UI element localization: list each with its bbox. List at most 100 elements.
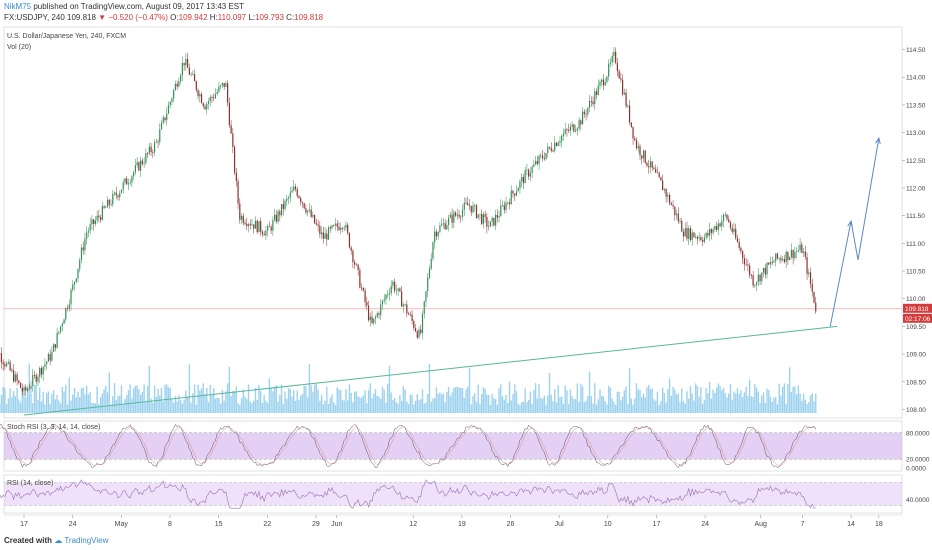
volume-bar xyxy=(138,389,140,413)
volume-bar xyxy=(186,396,189,413)
candle-body xyxy=(242,215,244,223)
volume-bar xyxy=(52,390,55,413)
volume-bar xyxy=(148,366,151,413)
candle-body xyxy=(479,214,481,215)
candle-body xyxy=(112,193,114,205)
volume-bar xyxy=(72,394,74,413)
volume-bar xyxy=(273,386,276,413)
candle-body xyxy=(79,260,81,269)
candle-body xyxy=(463,202,465,210)
volume-bar xyxy=(550,394,552,413)
candle-body xyxy=(68,304,70,309)
x-tick-label: Jul xyxy=(555,521,564,528)
volume-bar xyxy=(759,402,761,413)
tradingview-cloud-icon: ☁ xyxy=(54,536,63,545)
volume-bar xyxy=(573,399,575,413)
volume-bar xyxy=(625,386,627,413)
volume-bar xyxy=(628,368,631,413)
volume-bar xyxy=(4,387,6,413)
candle-body xyxy=(622,79,624,95)
volume-bar xyxy=(804,399,807,413)
volume-bar xyxy=(740,390,742,413)
volume-bar xyxy=(729,384,732,413)
volume-bar xyxy=(162,401,164,413)
candle-body xyxy=(521,177,523,182)
footer: Created with ☁ TradingView xyxy=(4,536,108,545)
volume-bar xyxy=(446,391,448,413)
forecast-path xyxy=(829,138,880,327)
volume-bar xyxy=(468,368,471,413)
volume-bar xyxy=(329,397,331,413)
volume-bar xyxy=(313,384,316,413)
candle-body xyxy=(11,370,13,371)
volume-bar xyxy=(522,401,525,413)
volume-bar xyxy=(564,385,566,413)
candle-body xyxy=(280,203,283,216)
candle-body xyxy=(73,281,76,285)
volume-bar xyxy=(486,394,488,413)
candle-body xyxy=(663,189,665,191)
volume-bar xyxy=(611,398,613,413)
candle-body xyxy=(757,274,759,283)
volume-bar xyxy=(439,392,441,413)
volume-bar xyxy=(660,400,662,413)
candle-body xyxy=(597,85,599,96)
volume-bar xyxy=(688,398,690,413)
volume-bar xyxy=(373,393,375,413)
candle-body xyxy=(449,214,451,218)
candle-body xyxy=(211,96,213,98)
candle-body xyxy=(35,375,37,382)
candle-body xyxy=(341,228,344,229)
volume-bar xyxy=(731,399,733,413)
candle-body xyxy=(404,304,406,306)
candle-body xyxy=(159,129,161,143)
candle-body xyxy=(423,301,425,314)
volume-bar xyxy=(754,384,756,413)
volume-bar xyxy=(221,389,224,413)
volume-bar xyxy=(649,389,652,413)
candle-body xyxy=(28,388,30,390)
candle-body xyxy=(233,146,236,173)
volume-bar xyxy=(146,385,149,413)
volume-bar xyxy=(174,396,177,413)
candle-body xyxy=(503,205,505,211)
y-tick-label: 108.00 xyxy=(906,407,926,414)
candle-body xyxy=(16,374,18,381)
candle-body xyxy=(618,71,620,79)
volume-bar xyxy=(345,389,347,413)
volume-bar xyxy=(531,404,533,413)
volume-bar xyxy=(534,383,537,413)
volume-bar xyxy=(783,383,786,413)
volume-bar xyxy=(717,383,720,413)
candle-body xyxy=(119,192,121,198)
candle-body xyxy=(460,216,462,218)
candle-body xyxy=(185,58,187,66)
volume-bar xyxy=(374,389,377,413)
volume-bar xyxy=(432,398,434,413)
candle-body xyxy=(456,214,458,216)
candle-body xyxy=(500,205,502,217)
candle-body xyxy=(120,189,123,193)
candle-body xyxy=(388,293,391,295)
volume-bar xyxy=(507,403,509,413)
candle-body xyxy=(225,83,227,87)
author-link[interactable]: NikM75 xyxy=(4,2,32,11)
volume-bar xyxy=(670,395,673,413)
candle-body xyxy=(588,101,591,108)
volume-bar xyxy=(762,392,765,413)
volume-bar xyxy=(23,392,25,413)
volume-bar xyxy=(359,397,361,413)
tradingview-link[interactable]: TradingView xyxy=(64,536,109,545)
volume-bar xyxy=(253,400,255,413)
volume-bar xyxy=(674,389,676,413)
candle-body xyxy=(407,313,410,315)
candle-body xyxy=(258,221,260,233)
candle-body xyxy=(752,275,754,286)
volume-legend: Vol (20) xyxy=(7,44,32,51)
volume-bar xyxy=(548,372,551,413)
candle-body xyxy=(602,79,605,86)
candle-body xyxy=(735,228,737,238)
volume-bar xyxy=(66,404,69,413)
volume-bar xyxy=(200,388,203,413)
